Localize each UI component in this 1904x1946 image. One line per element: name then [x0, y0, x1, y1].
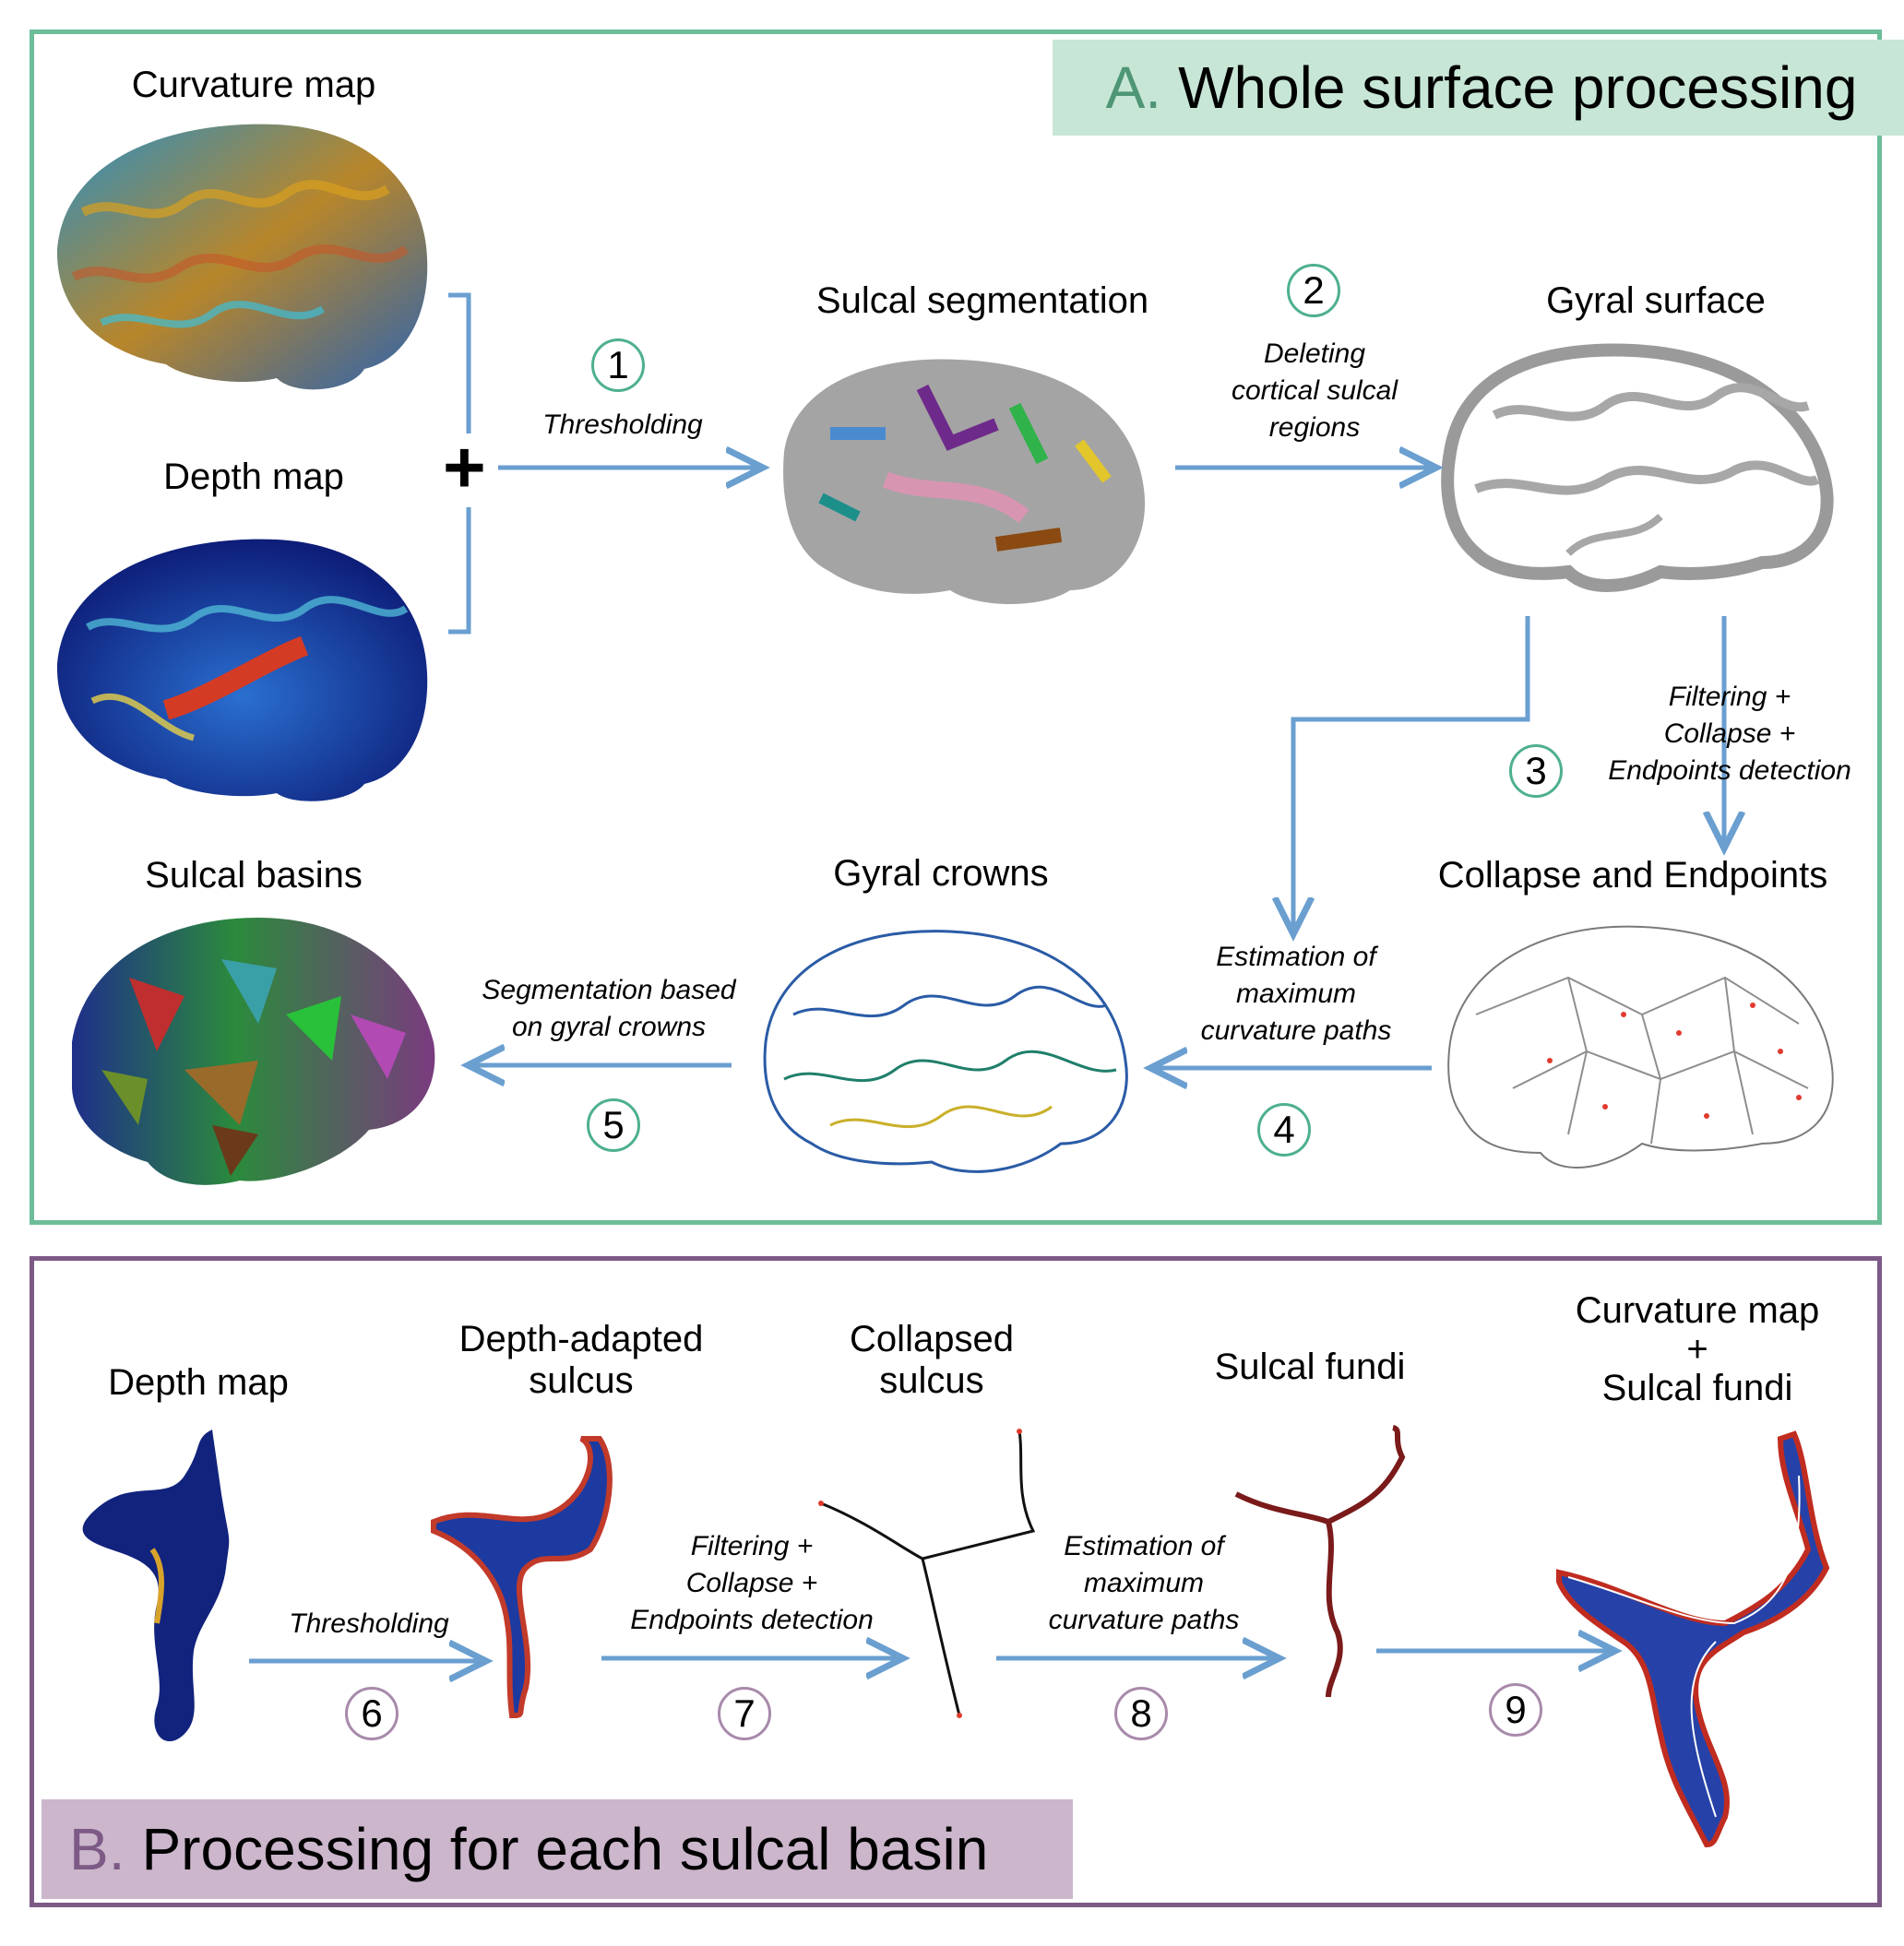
- panel-a-header: A. Whole surface processing: [1053, 40, 1904, 136]
- sulcus-fundi: [1234, 1425, 1406, 1698]
- label-sulcal-fundi: Sulcal fundi: [1214, 1347, 1406, 1387]
- step-circle-3: 3: [1509, 744, 1563, 798]
- step-2-text: Deleting cortical sulcal regions: [1231, 338, 1398, 443]
- step-circle-7: 7: [718, 1687, 771, 1740]
- sulcus-depth-map: [82, 1430, 230, 1742]
- panel-b-arrows: [249, 1651, 1611, 1661]
- step-circle-4: 4: [1257, 1103, 1311, 1157]
- label-gyral-crowns: Gyral crowns: [833, 853, 1049, 894]
- sulcus-curvature-plus-fundi: [1556, 1430, 1830, 1848]
- step-circle-2: 2: [1287, 264, 1340, 317]
- step-4-text: Estimation of maximum curvature paths: [1200, 942, 1392, 1046]
- step-circle-5: 5: [587, 1098, 640, 1152]
- label-sulcal-segmentation: Sulcal segmentation: [815, 280, 1149, 321]
- step-circle-6: 6: [345, 1687, 399, 1740]
- brain-sulcal-segmentation: [783, 359, 1146, 604]
- panel-b-letter: B.: [69, 1816, 125, 1882]
- brain-curvature-map: [56, 124, 428, 390]
- panel-b-title: Processing for each sulcal basin: [141, 1816, 989, 1882]
- brain-depth-map: [56, 539, 428, 801]
- brain-sulcal-basins: [72, 918, 435, 1185]
- panel-b-per-basin: B. Processing for each sulcal basin: [30, 1256, 1882, 1907]
- label-b-depth-map: Depth map: [108, 1362, 289, 1403]
- panel-a-arrows: [472, 468, 1724, 1068]
- panel-b-header: B. Processing for each sulcal basin: [42, 1799, 1073, 1899]
- sulcus-depth-adapted: [431, 1436, 613, 1719]
- brain-collapse-endpoints: [1447, 925, 1834, 1169]
- step-circle-8: 8: [1114, 1687, 1168, 1740]
- plus-sign: +: [443, 426, 486, 508]
- label-curvature-plus-fundi: Curvature map + Sulcal fundi: [1575, 1290, 1820, 1408]
- label-collapse-endpoints: Collapse and Endpoints: [1437, 855, 1828, 896]
- sulcus-collapsed: [818, 1429, 1036, 1718]
- step-6-text: Thresholding: [289, 1608, 449, 1639]
- step-7-text: Filtering + Collapse + Endpoints detecti…: [630, 1531, 874, 1635]
- step-3-text: Filtering + Collapse + Endpoints detecti…: [1608, 682, 1851, 786]
- label-gyral-surface: Gyral surface: [1546, 280, 1766, 321]
- panel-a-letter: A.: [1105, 54, 1162, 121]
- panel-a-whole-surface: A. Whole surface processing: [30, 30, 1904, 1225]
- step-5-text: Segmentation based on gyral crowns: [482, 975, 736, 1042]
- step-8-text: Estimation of maximum curvature paths: [1048, 1531, 1240, 1635]
- panel-a-title: Whole surface processing: [1178, 54, 1858, 121]
- label-curvature-map: Curvature map: [131, 65, 376, 105]
- label-collapsed-sulcus: Collapsed sulcus: [850, 1319, 1014, 1401]
- arrow-gyral-to-crown-est: [1293, 616, 1530, 930]
- label-sulcal-basins: Sulcal basins: [145, 855, 363, 896]
- brain-gyral-crowns: [763, 930, 1128, 1173]
- label-depth-adapted-sulcus: Depth-adapted sulcus: [458, 1319, 704, 1401]
- combine-bracket: [448, 292, 471, 635]
- step-circle-1: 1: [591, 338, 645, 392]
- label-depth-map: Depth map: [163, 457, 344, 497]
- step-circle-9: 9: [1489, 1683, 1542, 1737]
- brain-gyral-surface: [1441, 343, 1834, 592]
- step-1-text: Thresholding: [542, 409, 703, 440]
